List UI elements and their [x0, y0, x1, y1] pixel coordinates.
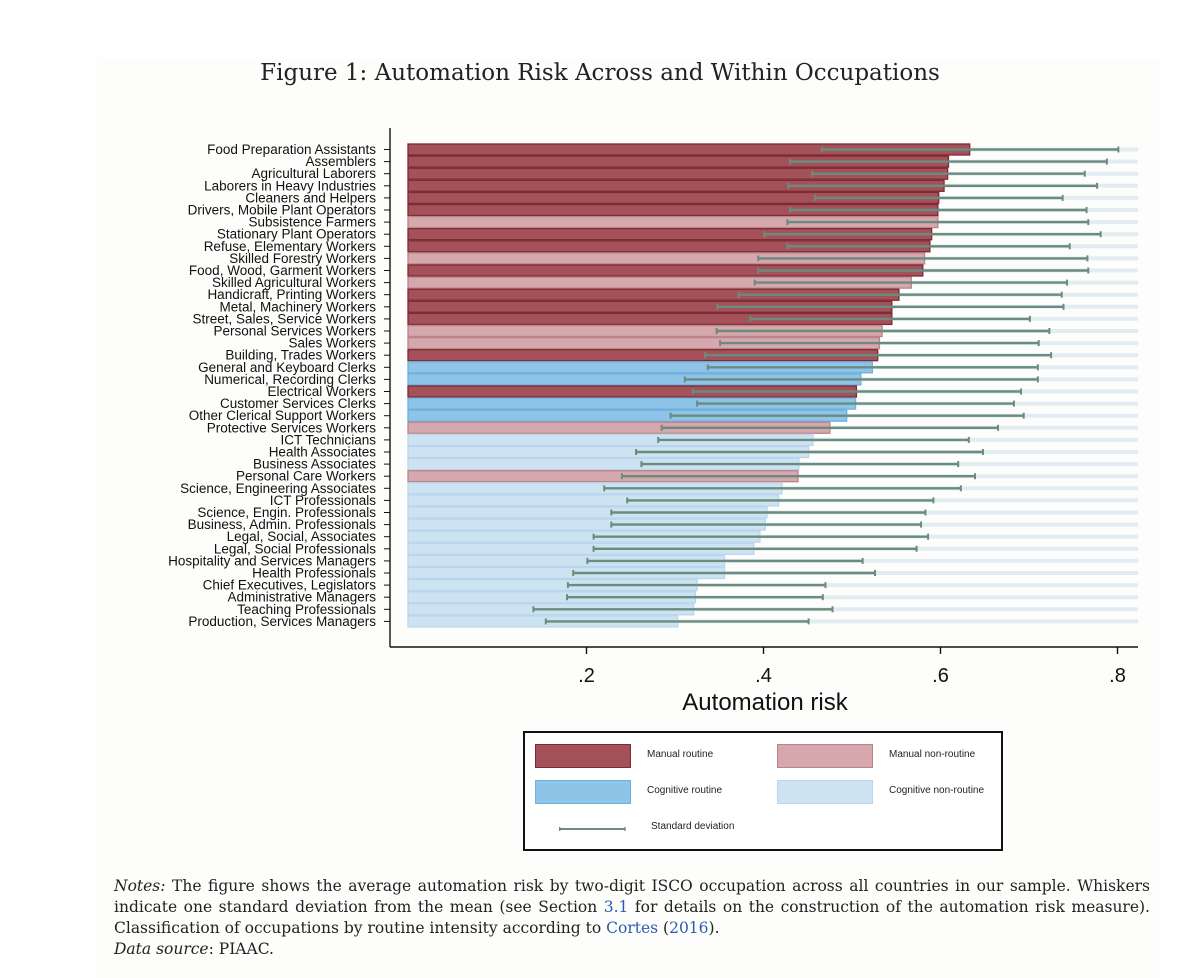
data-source-text: : PIAAC. [208, 940, 274, 958]
figure-title: Figure 1: Automation Risk Across and Wit… [260, 60, 940, 86]
legend-label-manual-routine: Manual routine [647, 749, 714, 760]
category-label: Food, Wood, Garment Workers [189, 263, 376, 278]
category-label: Science, Engin. Professionals [197, 505, 376, 520]
data-source-label: Data source [114, 940, 209, 958]
legend-item-standard-deviation: Standard deviation [535, 817, 765, 843]
legend-label-standard-deviation: Standard deviation [651, 821, 735, 832]
category-label: Metal, Machinery Workers [219, 299, 376, 314]
section-link[interactable]: 3.1 [603, 898, 629, 916]
category-label: ICT Professionals [270, 493, 377, 508]
category-label: Teaching Professionals [237, 602, 376, 617]
notes-label: Notes: [114, 877, 166, 895]
legend-label-cognitive-nonroutine: Cognitive non-routine [889, 785, 985, 796]
category-label: Legal, Social Professionals [214, 541, 376, 556]
legend-swatch-cognitive-nonroutine [777, 780, 873, 804]
category-label: Production, Services Managers [188, 614, 376, 629]
citation-author-link[interactable]: Cortes [606, 919, 659, 937]
x-tick-label: .2 [578, 665, 595, 687]
notes-text-2: for details on the construction of the a… [114, 898, 1150, 937]
category-label: Skilled Agricultural Workers [212, 275, 376, 290]
x-tick-label: .6 [932, 665, 949, 687]
category-label: Hospitality and Services Managers [168, 553, 376, 568]
x-axis-title: Automation risk [682, 689, 848, 716]
bars [407, 143, 971, 628]
category-label: Administrative Managers [227, 590, 376, 605]
category-label: Drivers, Mobile Plant Operators [188, 203, 377, 218]
notes-text-1: The figure shows the average automation … [114, 877, 1150, 916]
legend: Manual routine Manual non-routine Cognit… [523, 731, 1003, 851]
category-labels: Food Preparation AssistantsAssemblersAgr… [168, 142, 376, 629]
category-label: Other Clerical Support Workers [189, 408, 377, 423]
legend-swatch-cognitive-routine [535, 780, 631, 804]
category-label: Skilled Forestry Workers [229, 251, 376, 266]
category-label: Numerical, Recording Clerks [204, 372, 376, 387]
category-label: Handicraft, Printing Workers [207, 287, 376, 302]
category-label: Stationary Plant Operators [217, 227, 376, 242]
category-label: Electrical Workers [267, 384, 376, 399]
legend-label-cognitive-routine: Cognitive routine [647, 785, 723, 796]
category-label: Food Preparation Assistants [207, 142, 376, 157]
axes: .2 .4 .6 .8 [384, 128, 1138, 687]
category-label: Subsistence Farmers [248, 215, 376, 230]
category-label: ICT Technicians [280, 432, 376, 447]
category-label: Sales Workers [288, 336, 376, 351]
figure-notes: Notes: The figure shows the average auto… [114, 876, 1150, 960]
category-label: Agricultural Laborers [251, 166, 376, 181]
category-label: Street, Sales, Service Workers [192, 311, 376, 326]
legend-whisker-icon [559, 827, 626, 831]
category-label: Refuse, Elementary Workers [204, 239, 377, 254]
category-label: Customer Services Clerks [220, 396, 376, 411]
category-label: Business, Admin. Professionals [188, 517, 377, 532]
whiskers [532, 146, 1120, 625]
category-label: General and Keyboard Clerks [198, 360, 376, 375]
category-label: Health Professionals [252, 566, 376, 581]
legend-swatch-manual-nonroutine [777, 744, 873, 768]
citation-open: ( [658, 919, 670, 937]
legend-swatch-manual-routine [535, 744, 631, 768]
category-label: Legal, Social, Associates [227, 529, 377, 544]
category-label: Laborers in Heavy Industries [204, 178, 376, 193]
category-label: Business Associates [253, 457, 376, 472]
category-label: Chief Executives, Legislators [203, 578, 377, 593]
x-tick-label: .8 [1109, 665, 1126, 687]
category-label: Personal Care Workers [236, 469, 376, 484]
category-label: Protective Services Workers [207, 420, 377, 435]
citation-close: ). [708, 919, 720, 937]
citation-year-link[interactable]: 2016 [669, 919, 709, 937]
category-label: Personal Services Workers [213, 324, 376, 339]
category-label: Building, Trades Workers [225, 348, 376, 363]
legend-label-manual-nonroutine: Manual non-routine [889, 749, 976, 760]
category-label: Assemblers [305, 154, 376, 169]
category-label: Science, Engineering Associates [180, 481, 376, 496]
category-label: Health Associates [269, 445, 377, 460]
x-tick-label: .4 [755, 665, 772, 687]
category-label: Cleaners and Helpers [245, 190, 376, 205]
